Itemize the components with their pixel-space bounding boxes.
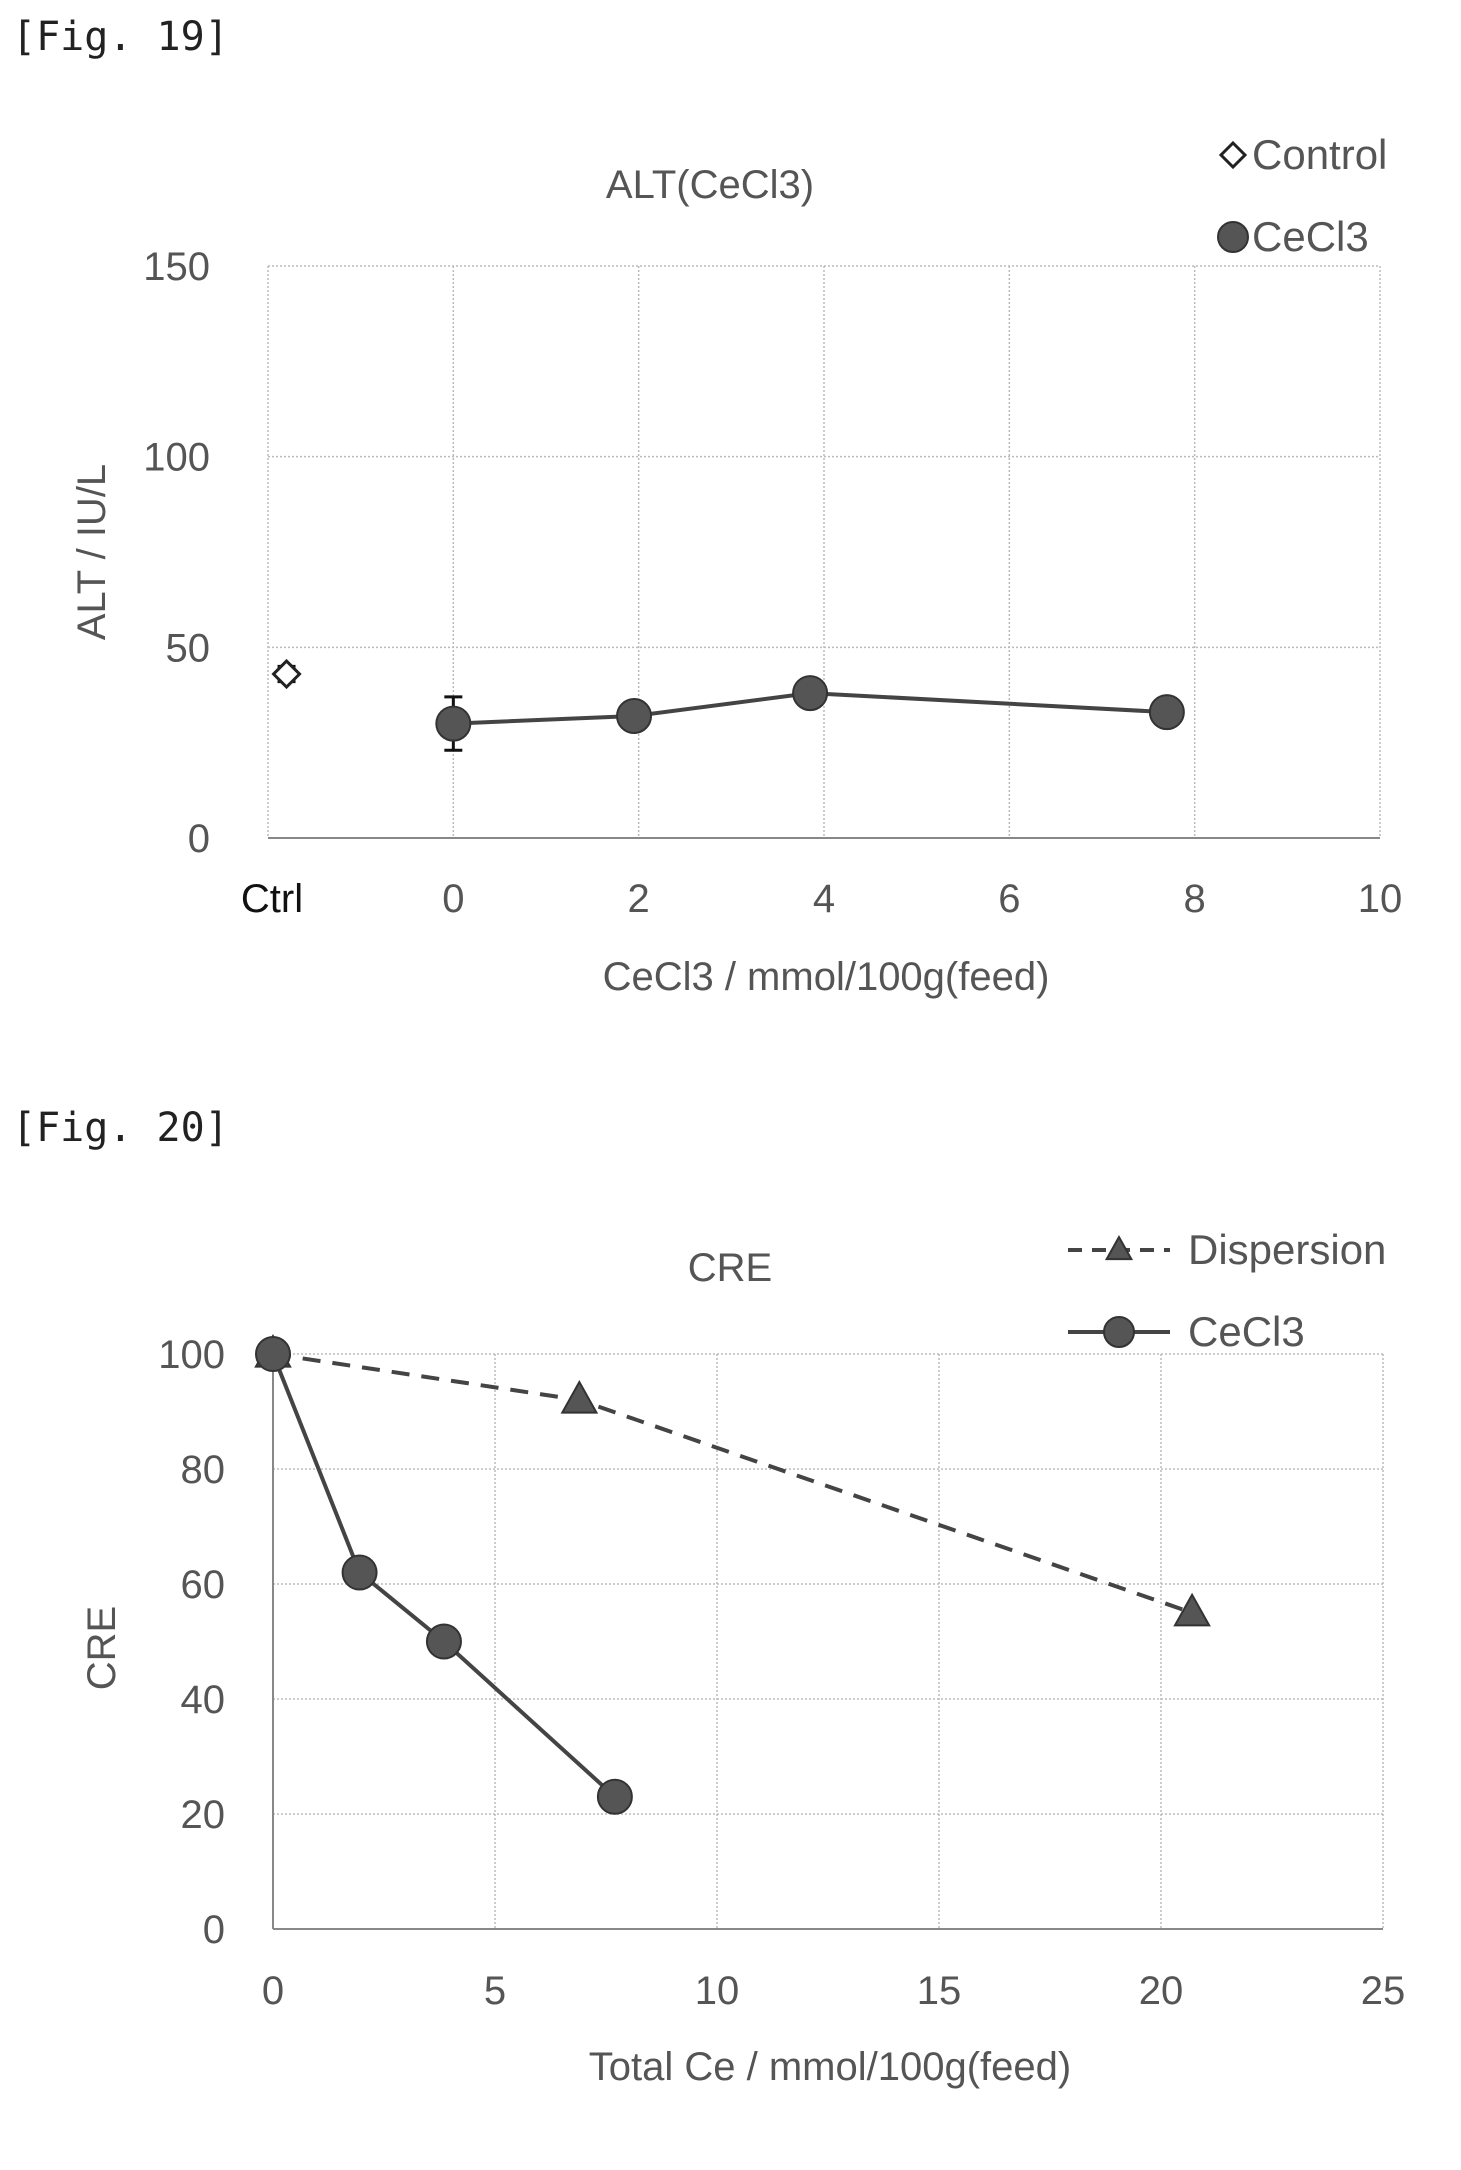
y-tick-label: 20 (181, 1793, 226, 1837)
figure-20-label: [Fig. 20] (12, 1105, 229, 1151)
x-tick-label: 6 (998, 877, 1020, 921)
series-line (453, 691, 1167, 726)
y-tick-label: 50 (166, 626, 211, 670)
series-line (272, 1352, 1193, 1615)
x-tick-label: 4 (813, 877, 835, 921)
data-point (596, 1778, 633, 1815)
x-tick-label: 2 (628, 877, 650, 921)
series-cecl3 (255, 1336, 633, 1815)
chart-title: CRE (688, 1246, 772, 1290)
x-axis-label: Total Ce / mmol/100g(feed) (589, 2045, 1071, 2089)
data-point (271, 658, 302, 690)
x-tick-label: 10 (695, 1969, 740, 2013)
y-tick-label: 100 (143, 436, 210, 480)
legend-label: Control (1252, 131, 1387, 178)
series-cecl3 (435, 675, 1185, 752)
data-point (792, 675, 829, 712)
series-control (271, 658, 302, 690)
y-tick-label: 100 (158, 1333, 225, 1377)
y-tick-label: 0 (188, 817, 210, 861)
x-axis-label: CeCl3 / mmol/100g(feed) (603, 955, 1050, 999)
x-tick-label: 0 (442, 877, 464, 921)
data-point (616, 697, 653, 734)
legend-label: CeCl3 (1188, 1308, 1305, 1355)
x-tick-label: 10 (1358, 877, 1403, 921)
y-tick-label: 60 (181, 1563, 226, 1607)
legend-label: Dispersion (1188, 1226, 1386, 1273)
y-tick-label: 0 (203, 1908, 225, 1952)
y-axis-label: ALT / IU/L (70, 464, 114, 640)
data-point (560, 1379, 599, 1414)
x-tick-label: 25 (1361, 1969, 1406, 2013)
legend-marker (1104, 1234, 1134, 1261)
chart-title: ALT(CeCl3) (606, 163, 814, 207)
y-axis-label: CRE (80, 1606, 124, 1690)
figure-19-label: [Fig. 19] (12, 14, 229, 60)
x-tick-label: 5 (484, 1969, 506, 2013)
legend-marker (1103, 1316, 1135, 1348)
data-point (341, 1554, 378, 1591)
legend-marker (1218, 140, 1248, 170)
series-line (271, 1353, 617, 1799)
x-tick-label: Ctrl (241, 877, 303, 921)
x-tick-label: 8 (1184, 877, 1206, 921)
series-dispersion (254, 1333, 1211, 1627)
data-point (255, 1336, 291, 1372)
data-point (1173, 1592, 1211, 1627)
legend: Control CeCl3 (1217, 131, 1387, 260)
x-tick-label: 15 (917, 1969, 962, 2013)
x-tick-label: 0 (262, 1969, 284, 2013)
data-point (435, 705, 472, 742)
legend-marker (1217, 221, 1249, 253)
data-point (425, 1623, 462, 1660)
legend-label: CeCl3 (1252, 213, 1369, 260)
data-point (1148, 694, 1185, 731)
legend: Dispersion CeCl3 (1068, 1226, 1386, 1355)
x-tick-label: 20 (1139, 1969, 1184, 2013)
y-tick-label: 150 (143, 245, 210, 289)
y-tick-label: 80 (181, 1448, 226, 1492)
y-tick-label: 40 (181, 1678, 226, 1722)
